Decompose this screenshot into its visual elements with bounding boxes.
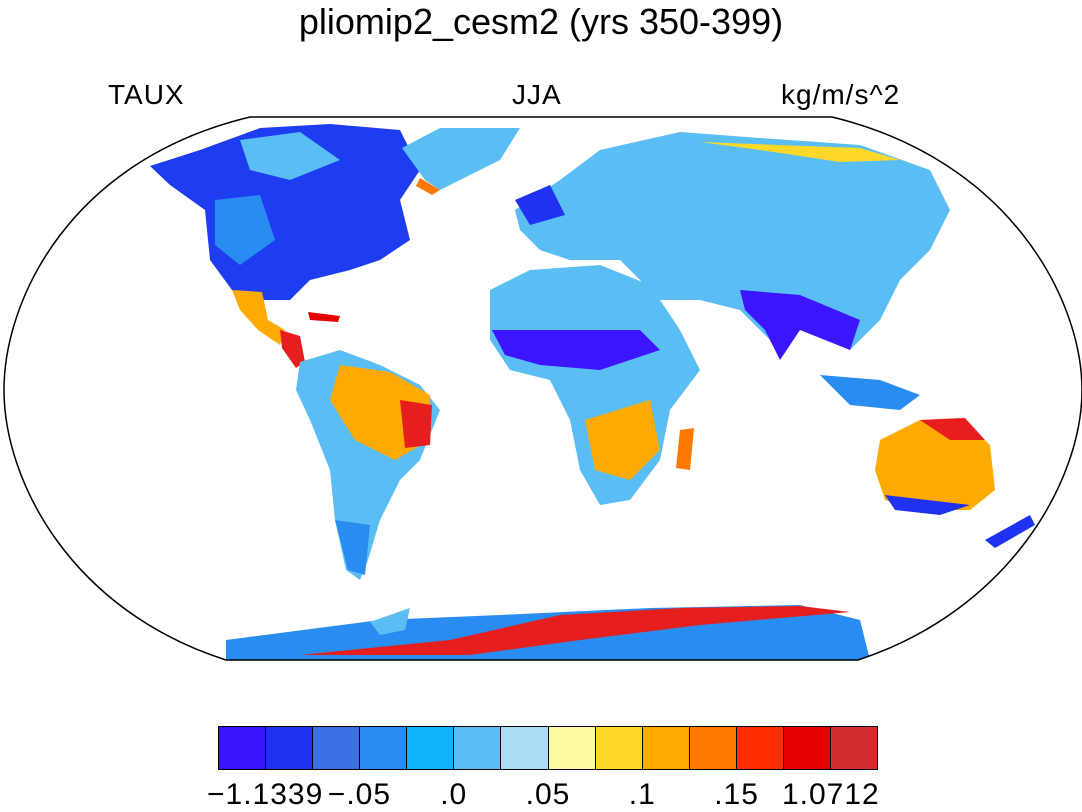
colorbar (218, 726, 879, 770)
colorbar-tick-label: .05 (525, 778, 571, 811)
land-eurasia (515, 132, 950, 350)
colorbar-box (782, 726, 832, 770)
land-greenland-edge (416, 178, 440, 195)
land-south-africa (585, 400, 660, 480)
colorbar-box (406, 726, 455, 770)
colorbar-box (688, 726, 737, 770)
map-title: pliomip2_cesm2 (yrs 350-399) (298, 1, 784, 42)
land-canada-mid (215, 195, 275, 265)
land-australia-north (920, 418, 985, 440)
colorbar-tick-label: −1.1339 (207, 778, 324, 811)
colorbar-box (453, 726, 502, 770)
land-madagascar (676, 428, 694, 470)
colorbar-tick-label: .0 (440, 778, 468, 811)
colorbar-tick-labels: −1.1339 −.05 .0 .05 .1 .15 1.0712 (0, 778, 1082, 812)
land-patagonia (335, 520, 370, 575)
colorbar-box (265, 726, 314, 770)
land-new-zealand (985, 515, 1035, 548)
land-australia (875, 418, 995, 510)
land-caribbean (308, 312, 340, 322)
land-australia-south (885, 495, 970, 515)
colorbar-box (735, 726, 784, 770)
land-siberia-edge (700, 142, 900, 162)
land-brazil-east (400, 400, 432, 448)
land-north-america-light (240, 132, 340, 180)
land-indonesia (820, 375, 920, 410)
colorbar-box (218, 726, 267, 770)
variable-label: TAUX (108, 79, 185, 110)
land-antarctica-peninsula (370, 608, 410, 635)
land-india (740, 290, 860, 360)
colorbar-box (312, 726, 361, 770)
season-label: JJA (512, 79, 562, 110)
land-sahel (492, 330, 660, 370)
colorbar-box (594, 726, 643, 770)
map-outline (3, 116, 1082, 661)
land-scandinavia (515, 185, 565, 225)
colorbar-box (830, 726, 879, 770)
units-label: kg/m/s^2 (781, 79, 901, 110)
colorbar-tick-label: .15 (714, 778, 759, 811)
colorbar-box (641, 726, 690, 770)
colorbar-box (500, 726, 549, 770)
colorbar-tick-label: .1 (628, 778, 656, 811)
land-north-america (150, 124, 420, 300)
colorbar-tick-label: 1.0712 (781, 778, 880, 811)
colorbar-tick-label: −.05 (327, 778, 392, 811)
colorbar-box (547, 726, 596, 770)
land-greenland (402, 128, 520, 190)
land-mexico (232, 290, 285, 345)
land-antarctica-band (300, 606, 850, 655)
land-central-america (280, 330, 305, 368)
colorbar-box (359, 726, 408, 770)
